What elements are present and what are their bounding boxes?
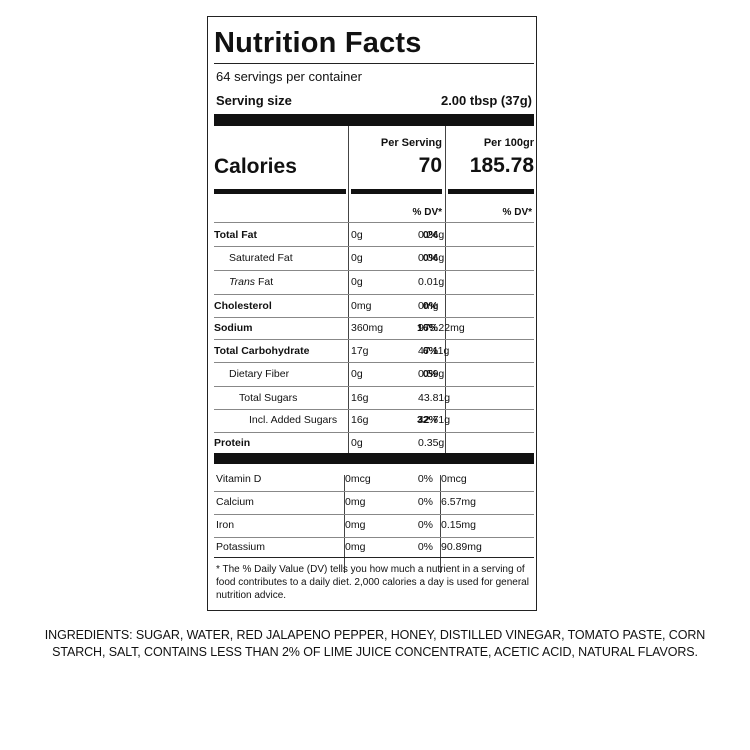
divider: [214, 222, 534, 223]
serving-size-value: 2.00 tbsp (37g): [440, 93, 532, 108]
calories-per-100: 185.78: [469, 154, 534, 177]
per-serving-header: Per Serving: [380, 137, 442, 149]
calories-bar: [214, 189, 346, 194]
divider: [214, 557, 534, 558]
calories-label: Calories: [214, 155, 297, 178]
divider: [214, 63, 534, 64]
nutrition-facts-label: Nutrition Facts 64 servings per containe…: [207, 16, 537, 611]
ingredients-text: INGREDIENTS: SUGAR, WATER, RED JALAPENO …: [44, 628, 706, 659]
calories-bar: [351, 189, 442, 194]
serving-size-label: Serving size: [216, 93, 292, 108]
label-title: Nutrition Facts: [214, 27, 422, 59]
calories-bar: [448, 189, 534, 194]
servings-per-container: 64 servings per container: [216, 69, 362, 84]
column-divider: [440, 475, 441, 573]
thick-bar: [214, 114, 534, 126]
dv-header: % DV*: [412, 207, 442, 218]
calories-per-serving: 70: [418, 154, 442, 177]
thick-bar: [214, 453, 534, 464]
dv-footnote: * The % Daily Value (DV) tells you how m…: [216, 564, 529, 601]
column-divider: [344, 475, 345, 573]
dv-header: % DV*: [502, 207, 532, 218]
per-100-header: Per 100gr: [483, 137, 534, 149]
